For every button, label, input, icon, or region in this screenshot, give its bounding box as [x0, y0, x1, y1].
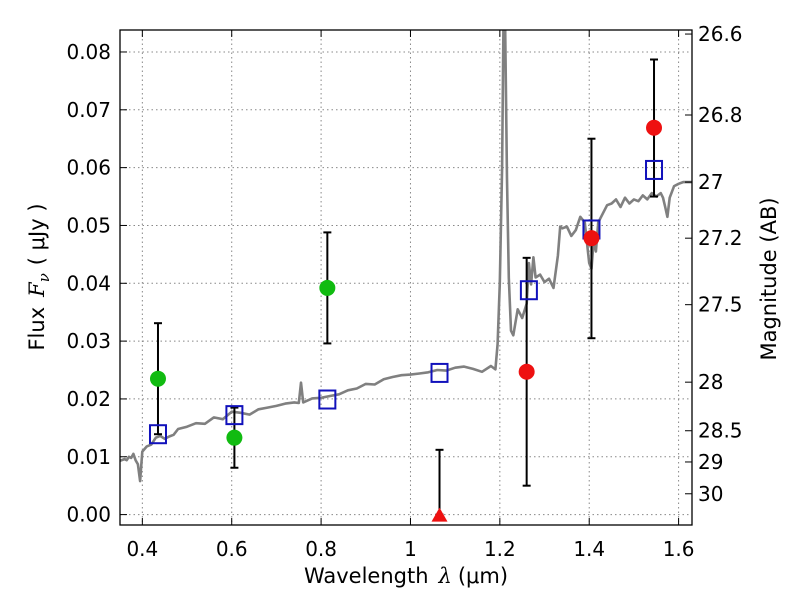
- y-tick-label: 0.06: [66, 156, 111, 180]
- y-axis-label: FluxFν( μJy ): [25, 203, 53, 350]
- green-data-point: [319, 279, 336, 296]
- model-box-point: [645, 159, 664, 180]
- model-box-point: [318, 389, 337, 410]
- green-data-point: [149, 370, 166, 387]
- y-tick-label: 0.05: [66, 213, 111, 237]
- green-data-point: [226, 429, 243, 446]
- mag-tick-label: 30: [698, 482, 723, 506]
- upper-limit-triangle: [431, 507, 448, 522]
- x-tick-label: 1.6: [663, 537, 695, 561]
- mag-tick-label: 26.8: [698, 103, 743, 127]
- model-box-point: [225, 405, 244, 426]
- x-tick-label: 0.6: [216, 537, 248, 561]
- spectrum-line: [120, 30, 692, 483]
- y-tick-label: 0.07: [66, 98, 111, 122]
- mag-tick-label: 29: [698, 450, 723, 474]
- y-tick-label: 0.04: [66, 271, 111, 295]
- model-box-point: [148, 424, 167, 445]
- mag-tick-label: 28: [698, 370, 723, 394]
- x-axis-label: Wavelength λ (μm): [304, 564, 508, 588]
- y-tick-label: 0.00: [66, 503, 111, 527]
- model-box-point: [430, 362, 449, 383]
- red-data-point: [646, 119, 663, 136]
- x-tick-label: 1: [404, 537, 417, 561]
- axis-ticks: 0.4 0.6 0.8 1 1.2 1.4 1.6 0.00 0.01 0.02 0.03 0.04 0…: [66, 22, 742, 561]
- y-tick-label: 0.02: [66, 387, 111, 411]
- plot-frame: [119, 29, 693, 526]
- y-tick-label: 0.08: [66, 40, 111, 64]
- model-box-point: [519, 280, 538, 301]
- mag-tick-label: 27: [698, 170, 723, 194]
- x-tick-label: 1.4: [573, 537, 605, 561]
- y-tick-label: 0.03: [66, 329, 111, 353]
- red-data-point: [518, 363, 535, 380]
- right-axis-label: Magnitude (AB): [757, 197, 781, 360]
- y-tick-label: 0.01: [66, 445, 111, 469]
- mag-tick-label: 28.5: [698, 419, 743, 443]
- red-data-point: [583, 230, 600, 247]
- mag-tick-label: 27.5: [698, 293, 743, 317]
- model-spectrum: [120, 30, 692, 483]
- x-tick-label: 0.8: [305, 537, 337, 561]
- markers: [148, 119, 664, 522]
- x-tick-label: 1.2: [484, 537, 516, 561]
- x-tick-label: 0.4: [126, 537, 158, 561]
- mag-tick-label: 27.2: [698, 226, 743, 250]
- mag-tick-label: 26.6: [698, 22, 743, 46]
